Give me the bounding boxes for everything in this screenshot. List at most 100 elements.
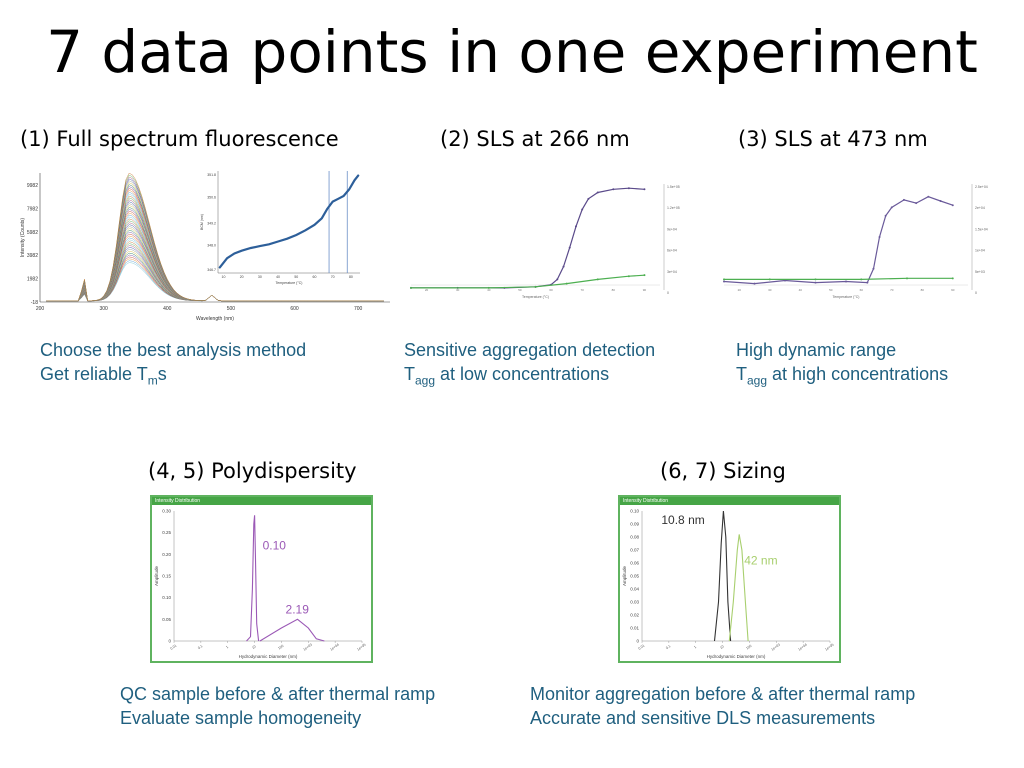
inset-x-tick-label: 20 [240, 275, 244, 279]
x-tick-label: 10 [719, 644, 725, 650]
x-tick-label: 600 [290, 306, 299, 312]
desc-line-2: Tagg at low concentrations [404, 364, 610, 388]
x-axis-label: Wavelength (nm) [196, 316, 234, 322]
y-tick-label: 0.07 [630, 548, 639, 553]
polydispersity-panel: Intensity Distribution 0.30 0.25 0.20 0.15 0… [150, 495, 373, 663]
y-tick-label: 0.04 [630, 587, 639, 592]
series-point [927, 195, 930, 198]
series-point [878, 236, 881, 238]
series-point [596, 191, 599, 194]
desc-line-1: Choose the best analysis method [40, 340, 307, 360]
series-point [643, 274, 646, 277]
right-y-tick-label: 5e+03 [975, 270, 985, 274]
series-point [612, 188, 615, 191]
spectrum-line [46, 172, 384, 302]
x-tick-label: 400 [163, 306, 172, 312]
y-axis-label: Amplitude [154, 566, 159, 587]
inset-x-tick-label: 10 [222, 275, 226, 279]
x-tick-label: 1e+05 [824, 643, 834, 652]
x-tick-label: 0.1 [665, 644, 671, 650]
series-point [627, 275, 630, 278]
slide-title: 7 data points in one experiment [46, 18, 978, 86]
series-line [411, 187, 645, 289]
inset-y-axis-label: BCM (nm) [200, 214, 204, 230]
x-tick-label: 200 [36, 306, 45, 312]
x-tick-label: 0.1 [197, 644, 203, 650]
x-axis-label: Hydrodynamic Diameter (nm) [239, 654, 298, 659]
x-tick-label: 20 [738, 288, 742, 292]
y-tick-label: -18 [31, 300, 38, 306]
inset-x-tick-label: 80 [349, 275, 353, 279]
x-axis-label: Temperature (°C) [522, 295, 549, 299]
y-tick-label: 1982 [27, 277, 38, 283]
sls-266-chart: 1.5e+05 1.2e+05 9e+04 6e+04 3e+04 0 20 30 40 50 60… [410, 184, 680, 299]
series-point [951, 277, 954, 280]
series-point [753, 282, 756, 285]
distribution-line [246, 515, 260, 642]
desc-line-2: Evaluate sample homogeneity [120, 708, 362, 728]
x-tick-label: 1e+05 [356, 643, 366, 652]
desc-line-2: Accurate and sensitive DLS measurements [530, 708, 876, 728]
x-tick-label: 30 [456, 288, 460, 292]
panel-title-bar: Intensity Distribution [620, 497, 839, 505]
y-tick-label: 0.01 [630, 626, 639, 631]
series-point [814, 278, 817, 281]
series-point [814, 281, 817, 284]
inset-background [198, 165, 373, 295]
x-axis-label: Temperature (°C) [833, 295, 860, 299]
series-point [587, 197, 590, 200]
series-point [627, 187, 630, 190]
series-point [723, 280, 725, 283]
x-tick-label: 40 [487, 288, 491, 292]
x-tick-label: 700 [354, 306, 363, 312]
x-tick-label: 60 [549, 288, 553, 292]
series-point [596, 278, 599, 281]
y-tick-label: 5982 [27, 230, 38, 236]
x-tick-label: 1e+03 [303, 643, 313, 652]
inset-x-axis-label: Temperature (°C) [276, 281, 303, 285]
x-tick-label: 1e+04 [329, 643, 339, 652]
panel-title-bar: Intensity Distribution [152, 497, 371, 505]
right-y-tick-label: 0 [667, 291, 669, 295]
x-tick-label: 70 [581, 288, 585, 292]
series-line [724, 277, 953, 280]
series-point [556, 278, 559, 281]
right-y-tick-label: 0 [975, 291, 977, 295]
series-point [410, 286, 412, 289]
sizing-chart: 0.100.090.080.070.060.050.040.030.020.01… [622, 509, 835, 660]
peak-label: 10.8 nm [661, 513, 704, 527]
series-point [906, 277, 908, 280]
series-point [860, 278, 863, 281]
x-tick-label: 40 [799, 288, 803, 292]
heading-sls-473: (3) SLS at 473 nm [738, 127, 928, 151]
y-tick-label: 0.06 [630, 561, 639, 566]
series-point [845, 280, 847, 283]
x-tick-label: 70 [890, 288, 894, 292]
y-axis-label: Intensity (Counts) [20, 218, 26, 258]
desc-line-1: Monitor aggregation before & after therm… [530, 684, 916, 704]
x-tick-label: 1 [693, 645, 697, 649]
distribution-line [713, 510, 732, 642]
series-point [951, 204, 954, 207]
y-tick-label: 0.09 [630, 522, 639, 527]
series-point [884, 214, 887, 217]
x-tick-label: 100 [745, 644, 752, 651]
inset-y-tick-label: 349.2 [207, 221, 216, 225]
inset-y-tick-label: 350.6 [207, 195, 216, 199]
desc-sls-473: High dynamic range Tagg at high concentr… [736, 338, 948, 388]
y-tick-label: 0.05 [630, 574, 639, 579]
x-tick-label: 80 [612, 288, 616, 292]
inset-x-tick-label: 30 [258, 275, 262, 279]
x-tick-label: 20 [425, 288, 429, 292]
x-tick-label: 90 [643, 288, 647, 292]
right-y-tick-label: 2.5e+04 [975, 185, 988, 189]
x-tick-label: 100 [277, 644, 284, 651]
heading-sizing: (6, 7) Sizing [660, 459, 786, 483]
x-tick-label: 1 [225, 645, 229, 649]
right-y-tick-label: 6e+04 [667, 249, 677, 253]
right-y-tick-label: 3e+04 [667, 270, 677, 274]
desc-full-spectrum: Choose the best analysis method Get reli… [40, 338, 307, 388]
desc-line-1: High dynamic range [736, 340, 897, 360]
polydispersity-chart: 0.30 0.25 0.20 0.15 0.10 0.05 00.01 0.1 1 10 100 1e… [154, 509, 367, 660]
series-point [939, 199, 942, 202]
